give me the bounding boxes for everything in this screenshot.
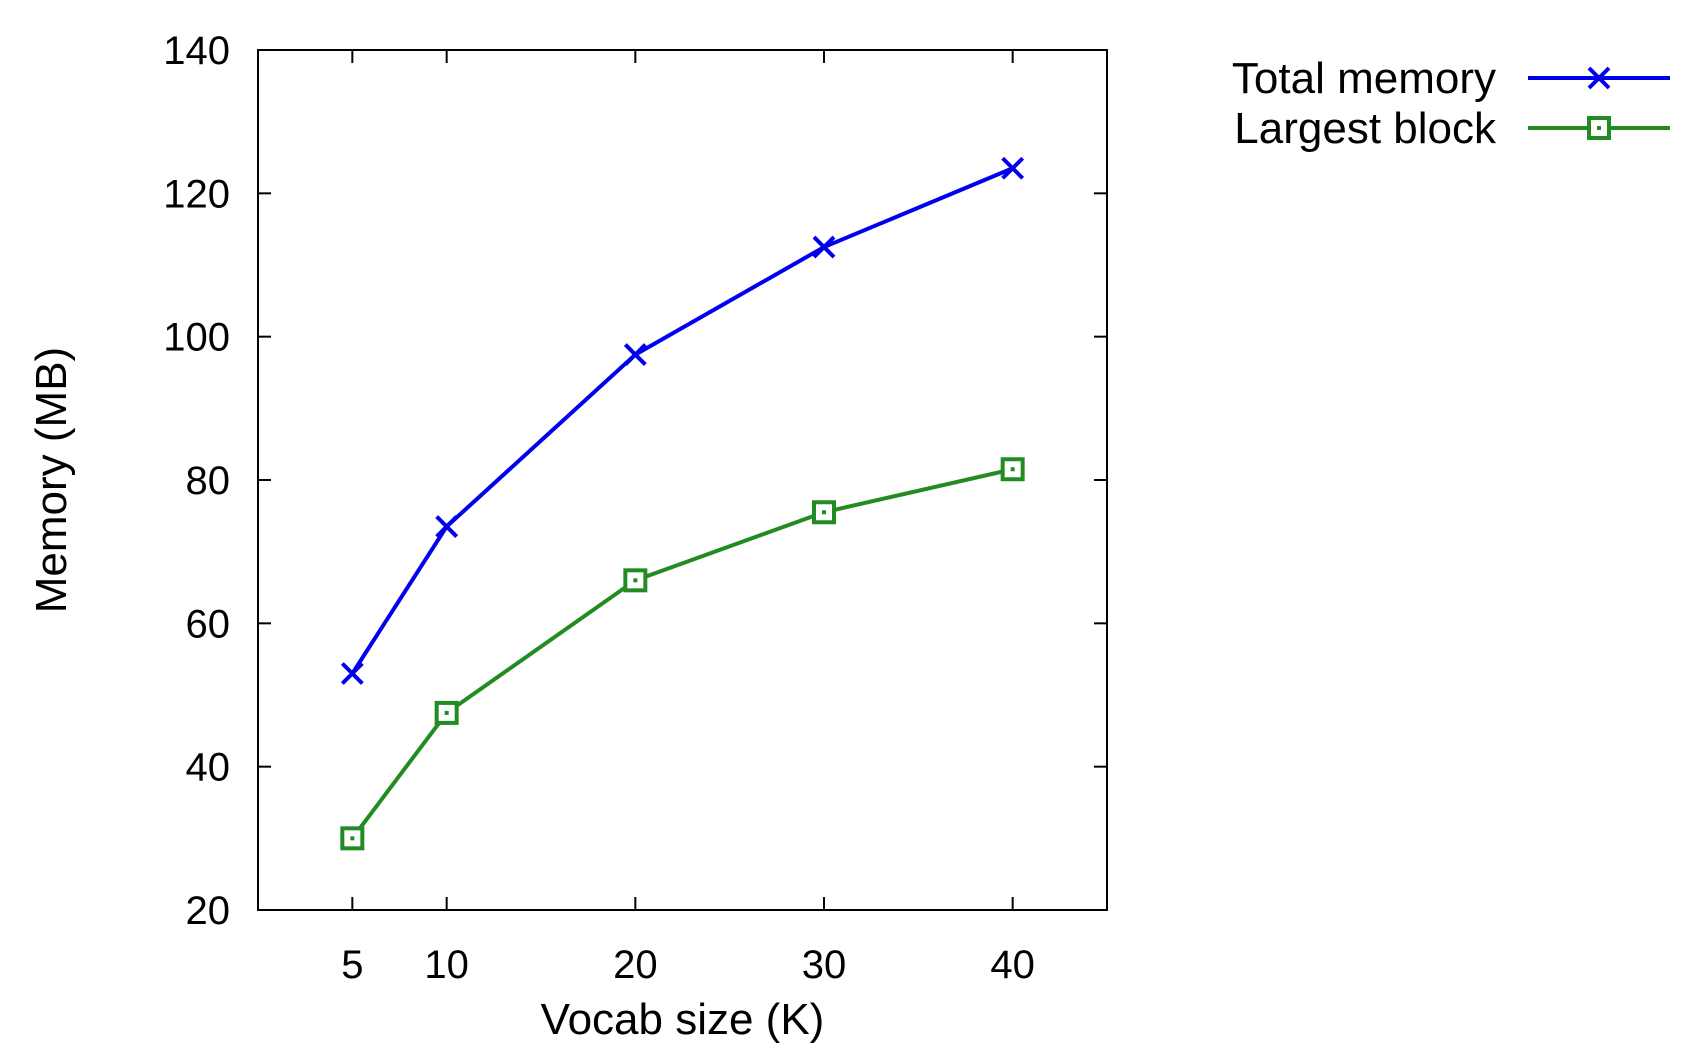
y-tick-label: 80	[186, 459, 231, 503]
series-1	[340, 156, 1025, 685]
data-point	[435, 515, 459, 538]
y-axis-title: Memory (MB)	[27, 347, 76, 613]
data-point	[623, 568, 648, 593]
data-point	[812, 235, 836, 259]
legend-marker	[1587, 66, 1611, 90]
series-2	[340, 457, 1025, 851]
x-tick-label: 40	[990, 943, 1035, 987]
tick-labels: 20 40 60 80 100 120 140 5 10 20 30 40	[163, 29, 1035, 987]
marker-square-dot	[822, 510, 826, 515]
y-tick-label: 20	[186, 889, 231, 933]
data-point	[812, 500, 836, 525]
plot-frame	[257, 49, 1108, 911]
x-tick-label: 20	[613, 943, 658, 987]
data-point	[340, 662, 364, 685]
x-axis-title: Vocab size (K)	[541, 995, 825, 1044]
marker-square-dot	[1010, 467, 1015, 472]
data-point	[340, 826, 365, 851]
marker-square-dot	[1597, 126, 1601, 130]
data-series	[340, 156, 1025, 851]
y-tick-label: 140	[163, 29, 230, 73]
y-tick-label: 100	[163, 316, 230, 360]
x-tick-label: 5	[341, 943, 363, 987]
marker-x-stroke	[435, 515, 459, 538]
data-point	[623, 343, 647, 366]
marker-x-stroke	[812, 235, 836, 259]
marker-square-dot	[633, 578, 638, 583]
legend-label: Total memory	[1232, 54, 1496, 103]
marker-x-stroke	[340, 662, 364, 685]
data-point	[1000, 457, 1025, 482]
marker-x-stroke	[1587, 66, 1611, 90]
data-point	[434, 700, 459, 725]
y-tick-label: 40	[186, 746, 231, 790]
legend-marker	[1587, 116, 1611, 140]
marker-square-dot	[444, 710, 449, 715]
y-tick-label: 120	[163, 172, 230, 216]
legend-label: Largest block	[1234, 104, 1497, 153]
data-point	[1001, 156, 1025, 180]
x-tick-label: 10	[424, 943, 469, 987]
marker-square-dot	[350, 836, 355, 841]
x-tick-label: 30	[802, 943, 847, 987]
marker-x-stroke	[623, 343, 647, 366]
y-tick-label: 60	[186, 602, 231, 646]
marker-x-stroke	[1001, 156, 1025, 180]
